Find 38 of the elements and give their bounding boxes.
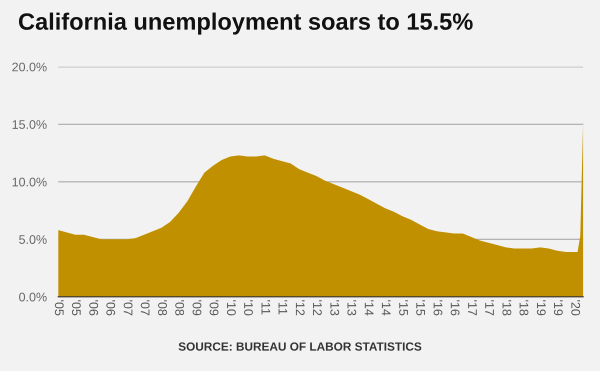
x-tick-label: '18	[502, 300, 512, 316]
x-tick-label: '05	[72, 300, 81, 316]
x-tick-label: '19	[554, 300, 563, 316]
y-tick-label: 15.0%	[12, 120, 47, 129]
x-tick-label: '20	[571, 300, 580, 316]
y-tick-label: 10.0%	[12, 178, 47, 186]
x-tick-label: '15	[416, 300, 425, 316]
chart-title: California unemployment soars to 15.5%	[18, 12, 473, 35]
x-tick-label: '06	[89, 300, 98, 316]
x-tick-label: '13	[347, 300, 356, 316]
y-tick-label: 5.0%	[19, 235, 47, 244]
x-tick-label: '10	[244, 300, 253, 316]
x-tick-label: '08	[175, 300, 184, 316]
x-tick-label: '17	[468, 300, 477, 316]
x-tick-label: '12	[296, 300, 305, 316]
x-tick-label: '09	[210, 300, 218, 316]
y-tick-label: 0.0%	[19, 292, 47, 302]
x-tick-label: '19	[536, 300, 546, 316]
x-tick-label: '14	[382, 300, 390, 316]
x-tick-label: '11	[262, 300, 270, 314]
x-tick-label: '08	[158, 300, 167, 316]
x-tick-label: '11	[278, 300, 288, 314]
x-tick-label: '14	[364, 300, 374, 316]
source-note: SOURCE: BUREAU OF LABOR STATISTICS	[178, 342, 422, 351]
x-tick-label: '06	[106, 300, 116, 316]
x-tick-label: '18	[520, 300, 528, 316]
x-tick-label: '15	[399, 300, 408, 316]
y-tick-label: 20.0%	[12, 62, 47, 72]
x-tick-label: '09	[192, 300, 202, 316]
x-tick-label: '05	[54, 300, 64, 316]
x-tick-label: '17	[485, 300, 494, 316]
x-tick-label: '07	[140, 300, 150, 316]
x-tick-label: '16	[450, 300, 460, 316]
x-tick-label: '16	[434, 300, 442, 316]
x-tick-label: '12	[313, 300, 322, 316]
x-tick-label: '13	[330, 300, 340, 316]
x-tick-label: '07	[124, 300, 133, 316]
x-tick-label: '10	[226, 300, 236, 316]
